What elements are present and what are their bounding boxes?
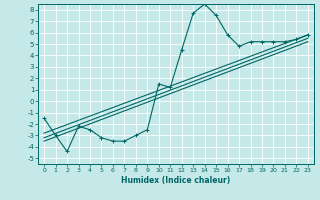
- X-axis label: Humidex (Indice chaleur): Humidex (Indice chaleur): [121, 176, 231, 185]
